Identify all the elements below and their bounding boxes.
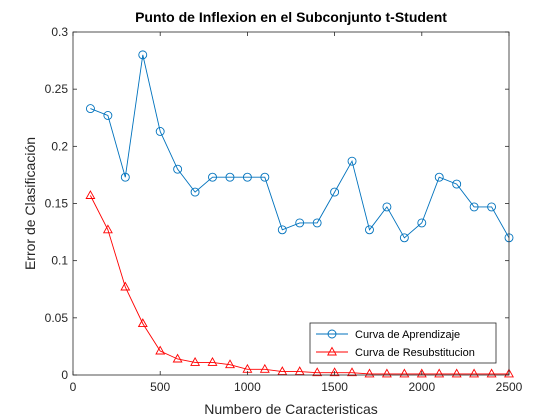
learning-curve-point <box>487 202 497 212</box>
x-axis-title: Numbero de Caracteristicas <box>204 401 378 417</box>
x-tick-label: 1500 <box>321 380 348 394</box>
resubstitution-curve-point <box>434 368 445 378</box>
y-tick-label: 0 <box>61 368 68 382</box>
resubstitution-curve-point <box>225 359 235 369</box>
resubstitution-curve-point <box>364 368 375 378</box>
chart-title: Punto de Inflexion en el Subconjunto t-S… <box>135 9 447 25</box>
resubstitution-curve-point <box>190 356 201 366</box>
learning-curve-point <box>399 233 409 243</box>
y-tick-label: 0.25 <box>45 82 69 96</box>
legend-learning-curve-marker <box>327 329 337 339</box>
resubstitution-curve-point <box>399 368 410 378</box>
x-tick-label: 0 <box>70 380 77 394</box>
resubstitution-curve-point <box>155 345 166 355</box>
learning-curve-point <box>242 172 252 182</box>
learning-curve-point <box>103 111 113 120</box>
learning-curve-point <box>260 172 270 182</box>
resubstitution-curve-point <box>381 368 392 378</box>
learning-curve-point <box>452 179 462 189</box>
learning-curve-point <box>225 172 235 182</box>
y-tick-label: 0.2 <box>51 139 68 153</box>
legend: Curva de Aprendizaje Curva de Resubstituc… <box>309 322 497 364</box>
learning-curve-point <box>155 127 165 136</box>
learning-curve-point <box>365 225 374 235</box>
learning-curve-point <box>382 202 392 212</box>
resubstitution-curve-point <box>172 353 183 363</box>
resubstitution-curve-point <box>451 368 462 378</box>
learning-curve-point <box>347 156 357 166</box>
resubstitution-curve-point <box>329 367 340 377</box>
resubstitution-curve-point <box>504 368 514 378</box>
resubstitution-curve-point <box>102 224 113 234</box>
learning-curve-point <box>120 172 130 182</box>
learning-curve-point <box>434 172 444 182</box>
resubstitution-curve-point <box>137 318 148 328</box>
ticks-layer: 0 500 1000 1500 2000 2500 0 0.05 0.1 0.15 0.2 0.25 0… <box>45 25 523 394</box>
learning-curve-point <box>417 218 427 228</box>
x-tick-label: 2500 <box>496 380 523 394</box>
legend-resubstitution-curve-label: Curva de Resubstitucion <box>355 347 475 359</box>
resubstitution-curve-point <box>416 368 427 378</box>
y-tick-label: 0.3 <box>51 25 68 39</box>
learning-curve-point <box>330 187 340 197</box>
y-axis-title: Error de Clasificación <box>22 137 38 270</box>
resubstitution-curve-point <box>486 368 497 378</box>
x-tick-label: 1000 <box>234 380 261 394</box>
plot-layer <box>85 50 514 378</box>
learning-curve-point <box>173 164 183 174</box>
y-tick-label: 0.1 <box>51 254 68 268</box>
learning-curve-line <box>90 54 510 239</box>
resubstitution-curve-point <box>207 356 218 366</box>
resubstitution-curve-point <box>259 363 270 373</box>
resubstitution-curve-line <box>89 195 509 375</box>
legend-box <box>309 322 497 364</box>
y-tick-label: 0.05 <box>45 311 69 325</box>
x-tick-label: 2000 <box>408 380 435 394</box>
y-tick-label: 0.15 <box>45 197 69 211</box>
resubstitution-curve-point <box>469 368 480 378</box>
learning-curve-point <box>85 104 95 114</box>
learning-curve-point <box>190 187 200 197</box>
resubstitution-curve-point <box>85 190 96 199</box>
learning-curve-point <box>312 218 322 228</box>
resubstitution-curve-point <box>120 281 131 291</box>
legend-resubstitution-curve-marker <box>327 346 337 356</box>
learning-curve-point <box>138 50 148 60</box>
learning-curve-point <box>295 218 305 228</box>
learning-curve-point <box>208 172 217 182</box>
x-tick-label: 500 <box>150 380 170 394</box>
learning-curve-point <box>469 202 479 212</box>
resubstitution-curve-point <box>347 367 357 377</box>
legend-learning-curve-label: Curva de Aprendizaje <box>355 329 460 341</box>
learning-curve-point <box>277 225 287 235</box>
plot-area <box>73 32 509 375</box>
resubstitution-curve-point <box>312 367 323 377</box>
